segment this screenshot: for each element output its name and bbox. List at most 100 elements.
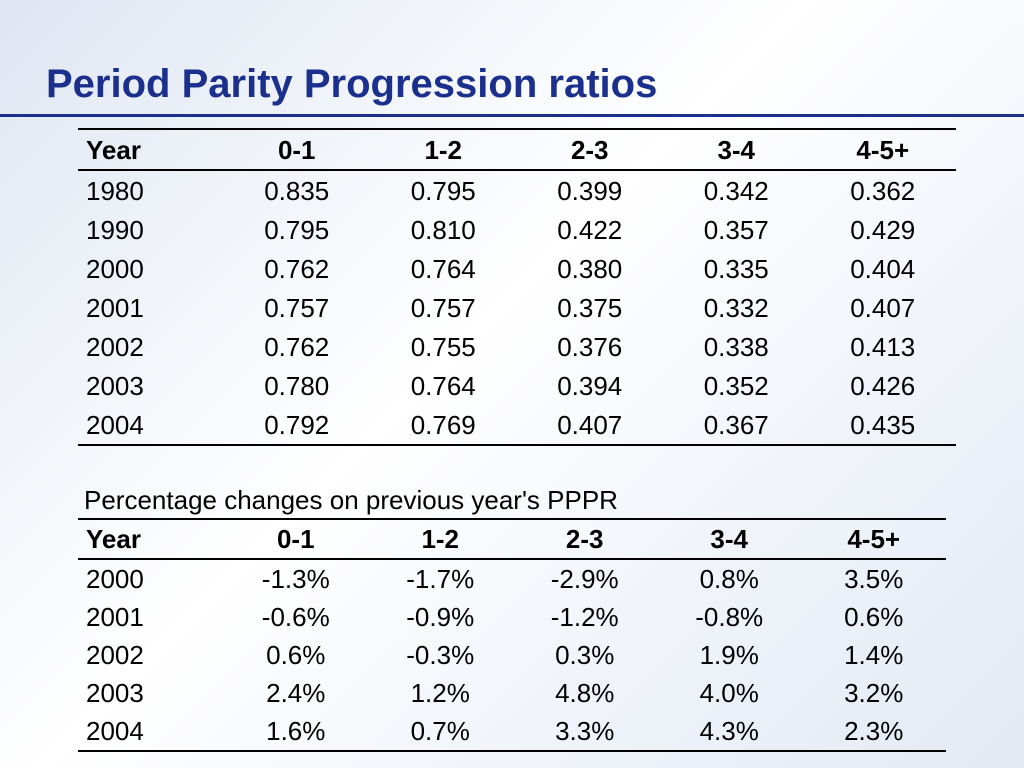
header-parity-1-2: 1-2: [421, 523, 460, 554]
header-parity-2-3: 2-3: [565, 523, 604, 554]
header-parity-0-1: 0-1: [277, 134, 316, 165]
pct-change-table: Year 0-1 1-2 2-3 3-4 4-5+ 2000 -1.3% -1.7%…: [78, 518, 946, 752]
table-cell: 0.399: [557, 175, 623, 206]
table-row: 2001 0.757 0.757 0.375 0.332 0.407: [78, 288, 956, 327]
table-cell: 0.835: [264, 175, 330, 206]
pct-change-table-header-row: Year 0-1 1-2 2-3 3-4 4-5+: [78, 519, 946, 559]
row-year-cell: 2003: [86, 677, 144, 708]
table-row: 1990 0.795 0.810 0.422 0.357 0.429: [78, 210, 956, 249]
table-cell: 0.757: [410, 292, 476, 323]
table-cell: -1.7%: [406, 563, 475, 594]
table-cell: 2.4%: [266, 677, 326, 708]
table-cell: 4.8%: [555, 677, 615, 708]
header-year: Year: [86, 134, 141, 165]
row-year-cell: 2000: [86, 253, 144, 284]
table-cell: 0.435: [850, 409, 916, 440]
title-underline: [0, 114, 1024, 117]
table-row: 2003 2.4% 1.2% 4.8% 4.0% 3.2%: [78, 674, 946, 712]
header-parity-0-1: 0-1: [276, 523, 315, 554]
row-year-cell: 2000: [86, 563, 144, 594]
pct-change-table-body: 2000 -1.3% -1.7% -2.9% 0.8% 3.5% 2001 -0.6% -0.9…: [78, 559, 946, 751]
table-cell: -1.2%: [550, 601, 619, 632]
table-cell: 0.6%: [844, 601, 904, 632]
pct-change-caption: Percentage changes on previous year's PP…: [84, 485, 618, 515]
table-cell: -1.3%: [261, 563, 330, 594]
table-row: 2002 0.762 0.755 0.376 0.338 0.413: [78, 327, 956, 366]
table-cell: 4.0%: [699, 677, 759, 708]
table-cell: 0.762: [264, 331, 330, 362]
pppr-table: Year 0-1 1-2 2-3 3-4 4-5+ 1980 0.835 0.795…: [78, 128, 956, 446]
table-cell: 0.362: [850, 175, 916, 206]
pppr-table-body: 1980 0.835 0.795 0.399 0.342 0.362 1990 0.795 0.…: [78, 170, 956, 445]
table-cell: 4.3%: [699, 715, 759, 746]
table-cell: 0.429: [850, 214, 916, 245]
row-year-cell: 1980: [86, 175, 144, 206]
table-cell: 0.3%: [555, 639, 615, 670]
table-cell: 0.795: [264, 214, 330, 245]
table-cell: 0.810: [410, 214, 476, 245]
table-cell: 0.769: [410, 409, 476, 440]
table-cell: 0.352: [703, 370, 769, 401]
row-year-cell: 2001: [86, 292, 144, 323]
row-year-cell: 2002: [86, 639, 144, 670]
header-parity-4-5-plus: 4-5+: [847, 523, 901, 554]
table-cell: 1.9%: [699, 639, 759, 670]
table-cell: 0.764: [410, 253, 476, 284]
table-row: 2000 -1.3% -1.7% -2.9% 0.8% 3.5%: [78, 559, 946, 598]
table-cell: -2.9%: [550, 563, 619, 594]
table-row: 2001 -0.6% -0.9% -1.2% -0.8% 0.6%: [78, 598, 946, 636]
table-cell: 0.375: [557, 292, 623, 323]
table-cell: 3.3%: [555, 715, 615, 746]
table-cell: 0.7%: [410, 715, 470, 746]
table-cell: 0.335: [703, 253, 769, 284]
table-cell: 0.792: [264, 409, 330, 440]
table-cell: -0.8%: [695, 601, 764, 632]
table-cell: 0.757: [264, 292, 330, 323]
table-cell: 0.342: [703, 175, 769, 206]
table-cell: 0.407: [850, 292, 916, 323]
table-row: 2002 0.6% -0.3% 0.3% 1.9% 1.4%: [78, 636, 946, 674]
table-cell: 0.780: [264, 370, 330, 401]
table-row: 2000 0.762 0.764 0.380 0.335 0.404: [78, 249, 956, 288]
table-cell: 0.764: [410, 370, 476, 401]
table-cell: 0.380: [557, 253, 623, 284]
table-cell: 0.6%: [266, 639, 326, 670]
row-year-cell: 2003: [86, 370, 144, 401]
row-year-cell: 2004: [86, 409, 144, 440]
table-row: 2004 0.792 0.769 0.407 0.367 0.435: [78, 405, 956, 445]
table-cell: 0.755: [410, 331, 476, 362]
table-row: 2003 0.780 0.764 0.394 0.352 0.426: [78, 366, 956, 405]
row-year-cell: 2002: [86, 331, 144, 362]
table-cell: 0.426: [850, 370, 916, 401]
table-cell: 1.4%: [844, 639, 904, 670]
table-cell: 0.795: [410, 175, 476, 206]
row-year-cell: 2001: [86, 601, 144, 632]
table-cell: 0.338: [703, 331, 769, 362]
table-cell: 0.357: [703, 214, 769, 245]
table-cell: 2.3%: [844, 715, 904, 746]
table-cell: 0.413: [850, 331, 916, 362]
header-parity-1-2: 1-2: [424, 134, 463, 165]
header-parity-2-3: 2-3: [570, 134, 609, 165]
table-cell: 0.404: [850, 253, 916, 284]
header-parity-3-4: 3-4: [710, 523, 748, 554]
table-cell: 0.376: [557, 331, 623, 362]
row-year-cell: 2004: [86, 715, 144, 746]
table-cell: 0.394: [557, 370, 623, 401]
table-cell: 0.762: [264, 253, 330, 284]
pppr-table-header-row: Year 0-1 1-2 2-3 3-4 4-5+: [78, 129, 956, 170]
table-cell: 0.332: [703, 292, 769, 323]
table-cell: 0.8%: [699, 563, 759, 594]
table-cell: 0.367: [703, 409, 769, 440]
table-cell: 1.2%: [410, 677, 470, 708]
table-cell: 1.6%: [266, 715, 326, 746]
table-cell: 3.5%: [844, 563, 904, 594]
table-cell: -0.3%: [406, 639, 475, 670]
table-row: 2004 1.6% 0.7% 3.3% 4.3% 2.3%: [78, 712, 946, 751]
slide-title: Period Parity Progression ratios: [46, 62, 658, 106]
header-parity-3-4: 3-4: [717, 134, 756, 165]
row-year-cell: 1990: [86, 214, 144, 245]
table-cell: -0.9%: [406, 601, 475, 632]
table-row: 1980 0.835 0.795 0.399 0.342 0.362: [78, 170, 956, 210]
table-cell: -0.6%: [261, 601, 330, 632]
